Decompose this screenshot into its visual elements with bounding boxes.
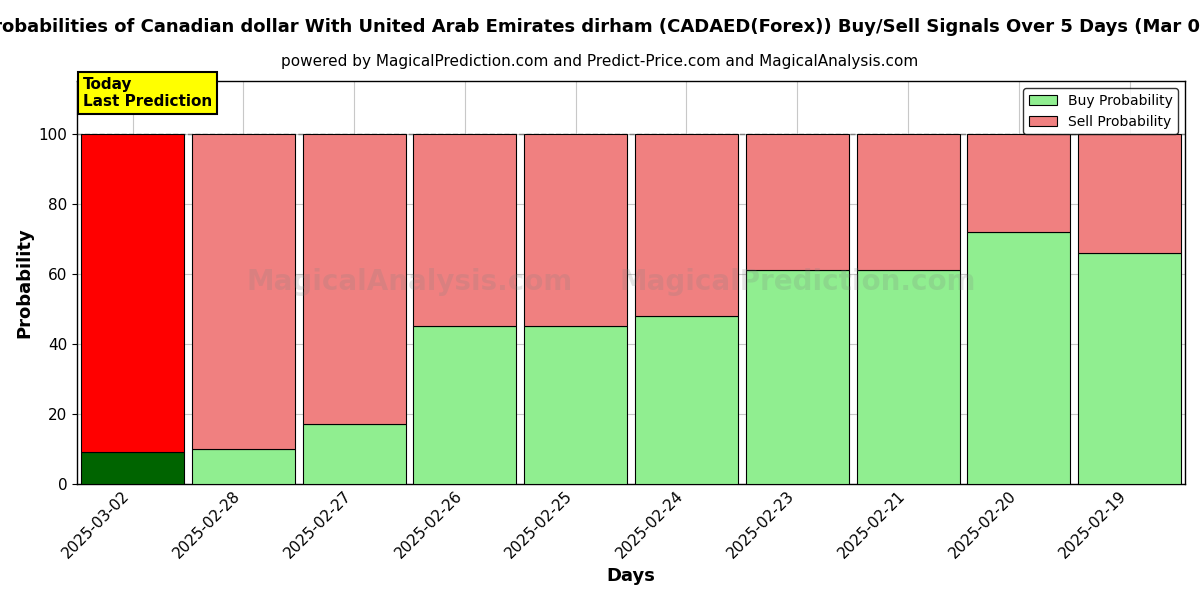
- Bar: [745, 134, 848, 270]
- Bar: [857, 270, 960, 484]
- Bar: [192, 449, 295, 484]
- Bar: [302, 134, 406, 424]
- Text: Today
Last Prediction: Today Last Prediction: [83, 77, 212, 109]
- Bar: [524, 326, 628, 484]
- Text: powered by MagicalPrediction.com and Predict-Price.com and MagicalAnalysis.com: powered by MagicalPrediction.com and Pre…: [281, 54, 919, 69]
- Y-axis label: Probability: Probability: [14, 227, 32, 338]
- Bar: [1078, 134, 1181, 253]
- Text: MagicalAnalysis.com: MagicalAnalysis.com: [246, 268, 572, 296]
- Bar: [82, 134, 184, 452]
- Bar: [192, 134, 295, 449]
- X-axis label: Days: Days: [607, 567, 655, 585]
- Text: MagicalPrediction.com: MagicalPrediction.com: [619, 268, 976, 296]
- Text: Probabilities of Canadian dollar With United Arab Emirates dirham (CADAED(Forex): Probabilities of Canadian dollar With Un…: [0, 18, 1200, 36]
- Bar: [413, 326, 516, 484]
- Bar: [302, 424, 406, 484]
- Legend: Buy Probability, Sell Probability: Buy Probability, Sell Probability: [1024, 88, 1178, 134]
- Bar: [745, 270, 848, 484]
- Bar: [524, 134, 628, 326]
- Bar: [967, 232, 1070, 484]
- Bar: [82, 452, 184, 484]
- Bar: [413, 134, 516, 326]
- Bar: [967, 134, 1070, 232]
- Bar: [635, 316, 738, 484]
- Bar: [857, 134, 960, 270]
- Bar: [635, 134, 738, 316]
- Bar: [1078, 253, 1181, 484]
